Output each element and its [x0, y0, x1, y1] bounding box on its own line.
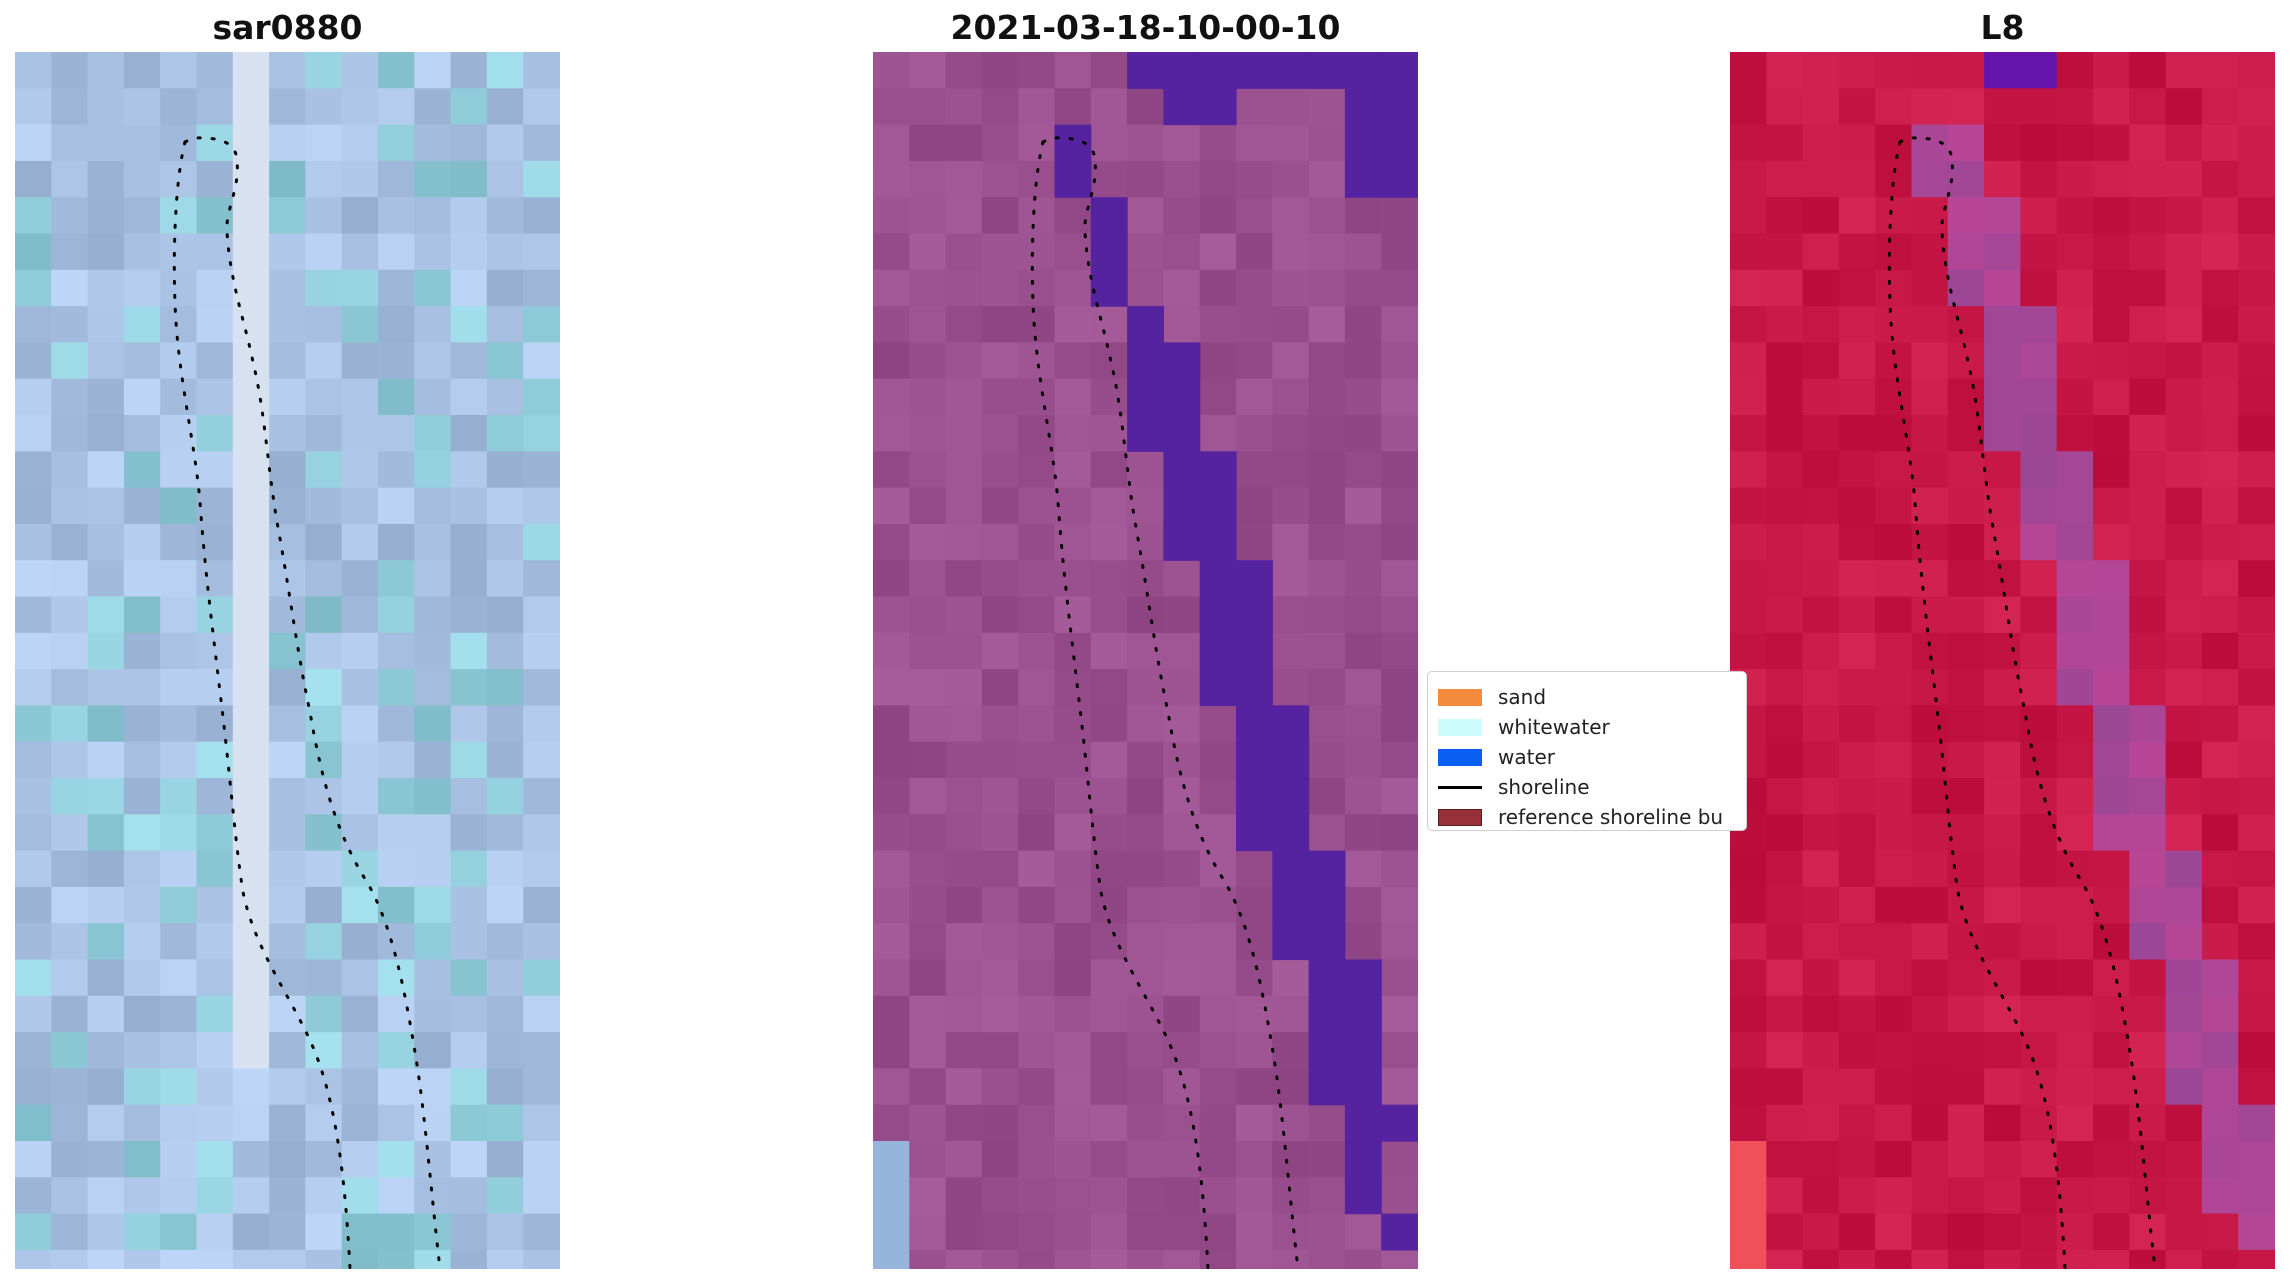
legend-item-reference-shoreline: reference shoreline bu	[1438, 804, 1723, 830]
sar-pixel-grid	[15, 52, 560, 1269]
legend-item-sand: sand	[1438, 684, 1546, 710]
classified-image-panel	[873, 52, 1418, 1269]
legend-swatch-shoreline	[1438, 785, 1482, 789]
legend-label-whitewater: whitewater	[1498, 715, 1610, 739]
legend-item-shoreline: shoreline	[1438, 774, 1590, 800]
legend-item-water: water	[1438, 744, 1555, 770]
legend-swatch-water	[1438, 748, 1482, 766]
panel-title-sar: sar0880	[212, 8, 363, 47]
water-class-pixels	[1054, 52, 1418, 1251]
legend-label-water: water	[1498, 745, 1555, 769]
l8-pixel-grid	[1730, 52, 2275, 1269]
legend-item-whitewater: whitewater	[1438, 714, 1610, 740]
legend-label-shoreline: shoreline	[1498, 775, 1590, 799]
l8-image	[1730, 52, 2275, 1269]
legend-label-sand: sand	[1498, 685, 1547, 709]
panel-title-classified: 2021-03-18-10-00-10	[950, 8, 1341, 47]
legend-swatch-reference-shoreline	[1438, 808, 1482, 826]
legend: sand whitewater water shoreline referenc…	[1427, 671, 1747, 831]
classified-image	[873, 52, 1418, 1269]
classified-pixel-grid	[873, 52, 1418, 1269]
legend-swatch-sand	[1438, 688, 1482, 706]
panel-title-l8: L8	[1980, 8, 2025, 47]
sar-image	[15, 52, 560, 1269]
sar-image-panel	[15, 52, 560, 1269]
legend-swatch-whitewater	[1438, 718, 1482, 736]
l8-image-panel	[1730, 52, 2275, 1269]
legend-label-reference-shoreline: reference shoreline bu	[1498, 805, 1724, 829]
